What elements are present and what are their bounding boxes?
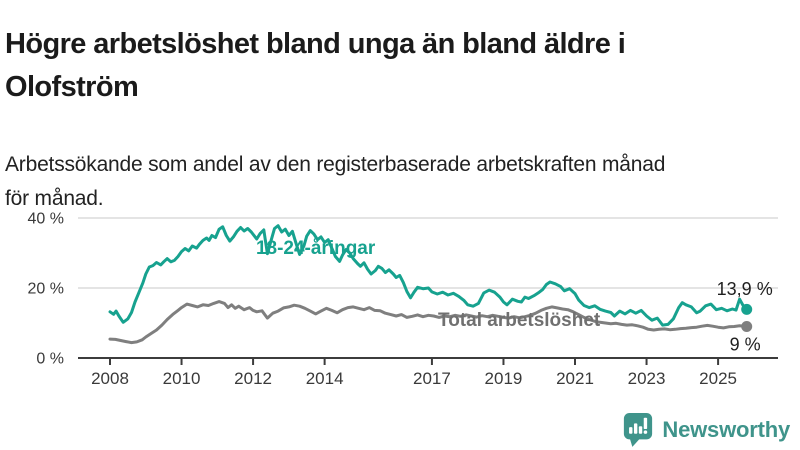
series-end-dot <box>741 303 753 315</box>
page-title: Högre arbetslöshet bland unga än bland ä… <box>5 28 626 104</box>
x-tick-label: 2025 <box>699 369 737 388</box>
chart-subtitle: Arbetssökande som andel av den registerb… <box>5 153 666 210</box>
series-line-Total arbetslöshet <box>108 300 749 345</box>
y-tick-label: 20 % <box>28 281 64 298</box>
series-line-18-24-åringar <box>108 224 749 327</box>
series-end-value-label: 9 % <box>730 335 761 355</box>
x-tick-label: 2010 <box>163 369 201 388</box>
x-tick-label: 2017 <box>413 369 451 388</box>
x-tick-label: 2012 <box>234 369 272 388</box>
y-tick-label: 40 % <box>28 211 64 228</box>
series-label: 18-24-åringar <box>256 238 376 259</box>
series-end-value-label: 13,9 % <box>717 279 773 299</box>
chart-canvas: 2008 2010 2012 2014 2017 2019 2021 2023 2025 0 % 2… <box>28 211 778 388</box>
y-tick-label: 0 % <box>36 351 64 368</box>
series-end-dot <box>741 321 753 332</box>
series-label: Total arbetslöshet <box>438 310 601 331</box>
x-tick-label: 2008 <box>91 369 129 388</box>
x-tick-label: 2021 <box>556 369 594 388</box>
x-tick-label: 2023 <box>628 369 666 388</box>
x-tick-label: 2014 <box>306 369 344 388</box>
newsworthy-logo: Newsworthy <box>622 412 790 447</box>
newsworthy-wordmark: Newsworthy <box>662 416 790 442</box>
unemployment-line-chart: 2008 2010 2012 2014 2017 2019 2021 2023 2025 0 % 2… <box>0 200 800 395</box>
newsworthy-bar-chart-bubble-icon <box>624 413 653 447</box>
x-tick-label: 2019 <box>485 369 523 388</box>
